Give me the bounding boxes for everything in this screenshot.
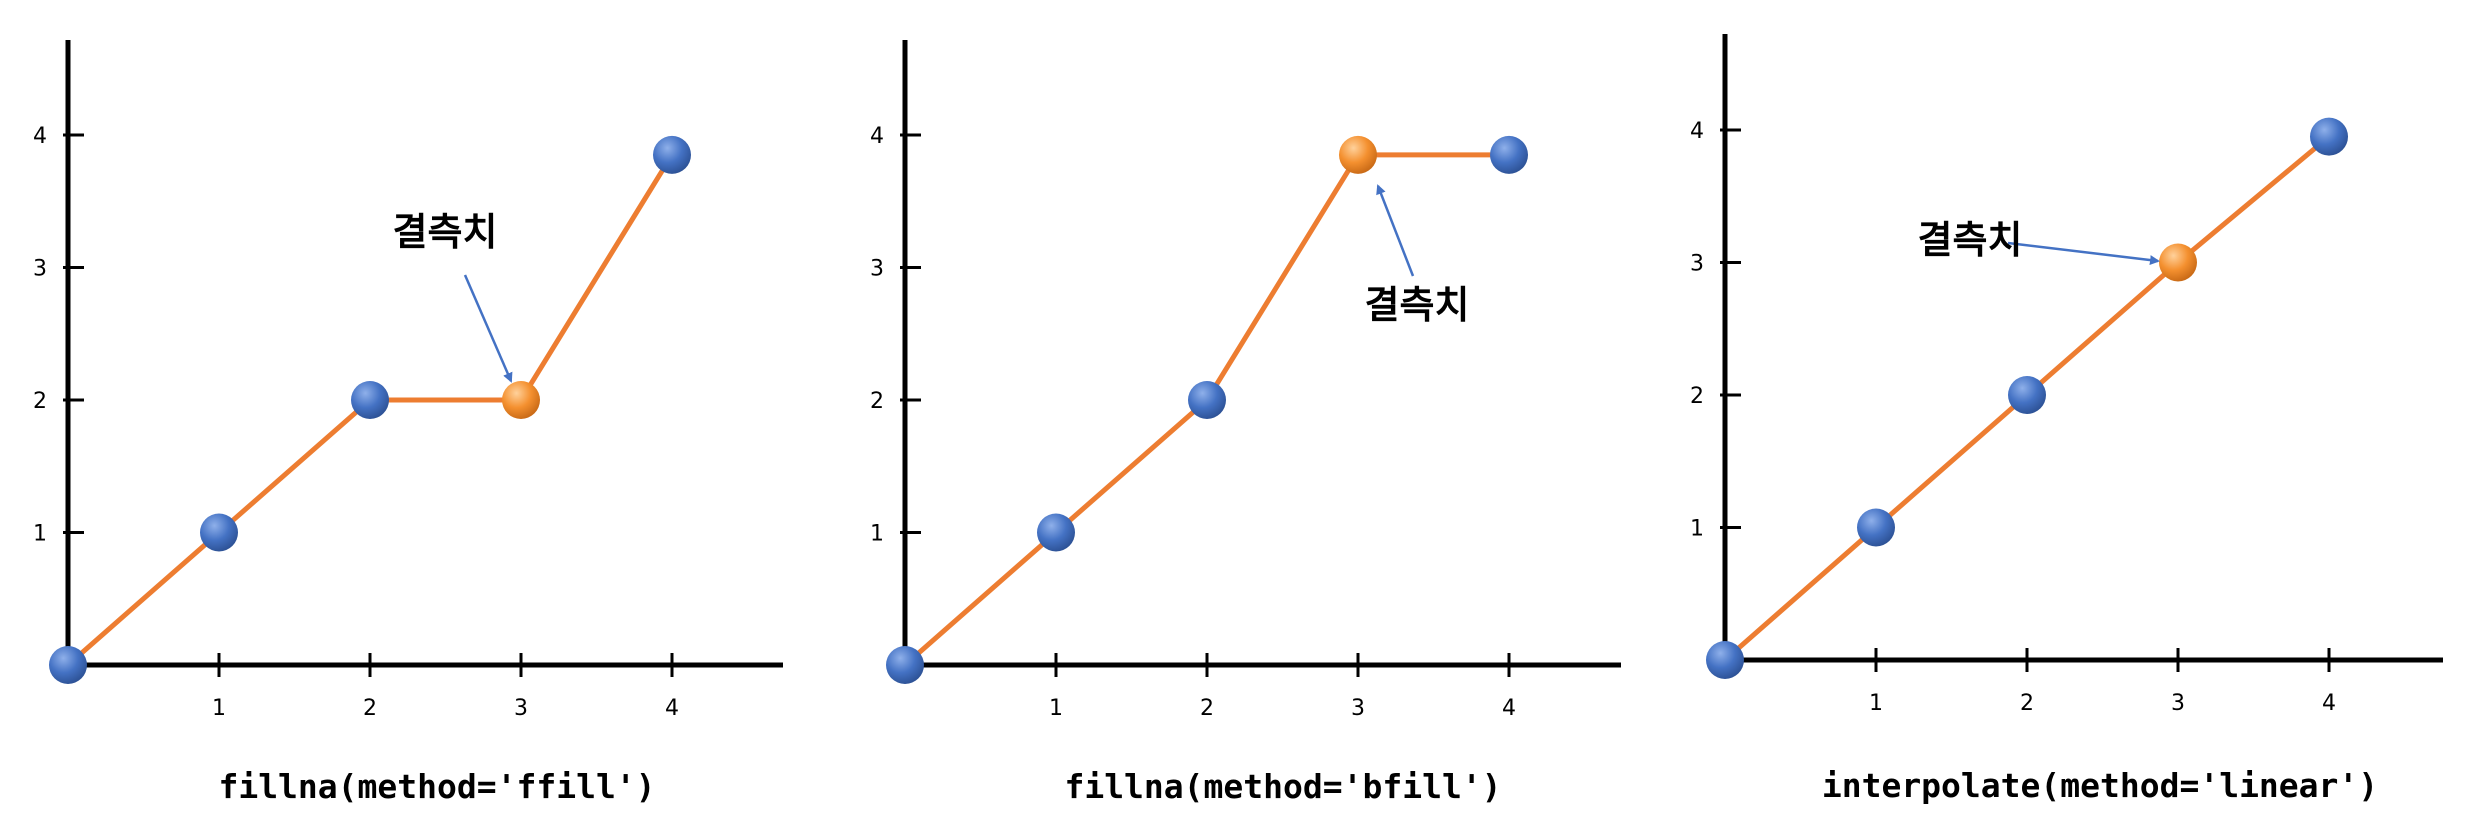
y-tick-label: 2 [33,389,47,414]
x-tick-label: 3 [1351,696,1365,721]
data-point [49,646,87,684]
data-point [2008,376,2046,414]
y-tick-label: 3 [870,257,884,282]
y-tick-label: 4 [870,124,884,149]
x-tick-label: 3 [514,696,528,721]
missing-data-point [1339,135,1377,174]
y-tick-label: 3 [33,257,47,282]
x-tick-label: 2 [1200,696,1214,721]
chart-panel-1: 1 2 3 4 1 2 3 4 결측치 fillna(method='ffill') [33,40,783,806]
x-tick-label: 3 [2171,691,2185,716]
data-point [653,135,691,174]
y-tick-label: 3 [1690,252,1704,277]
y-tick-label: 4 [1690,119,1704,144]
y-tick-label: 1 [870,522,884,547]
x-tick-label: 1 [212,696,226,721]
data-point [1188,381,1226,419]
annotation-arrow [463,274,513,383]
data-point [1706,641,1744,679]
x-tick-label: 4 [665,696,679,721]
x-tick-label: 1 [1869,691,1883,716]
x-tick-label: 1 [1049,696,1063,721]
data-point [1490,135,1528,174]
annotation-label: 결측치 [1918,218,2023,262]
chart-panel-3: 1 2 3 4 1 2 3 4 결측치 interpolate(method='linear') [1690,34,2443,805]
chart-caption: interpolate(method='linear') [1822,766,2378,805]
y-tick-label: 4 [33,124,47,149]
data-point [351,381,389,419]
x-tick-label: 2 [2020,691,2034,716]
chart-caption: fillna(method='bfill') [1064,767,1501,806]
y-tick-label: 2 [870,389,884,414]
y-tick-label: 1 [33,522,47,547]
y-tick-label: 2 [1690,384,1704,409]
chart-panel-2: 1 2 3 4 1 2 3 4 결측치 fillna(method='bfill') [870,40,1621,806]
data-point [886,646,924,684]
annotation-label: 결측치 [393,210,498,254]
data-point [200,513,238,552]
data-point [1857,508,1895,547]
missing-data-point [502,381,540,419]
chart-caption: fillna(method='ffill') [218,767,655,806]
data-point [2310,117,2348,156]
data-point [1037,513,1075,552]
x-tick-label: 4 [1502,696,1516,721]
y-tick-label: 1 [1690,517,1704,542]
annotation-arrow [2007,241,2160,266]
x-tick-label: 4 [2322,691,2336,716]
missing-data-point [2159,243,2197,282]
annotation-label: 결측치 [1365,283,1470,327]
annotation-arrow [1376,184,1415,277]
x-tick-label: 2 [363,696,377,721]
